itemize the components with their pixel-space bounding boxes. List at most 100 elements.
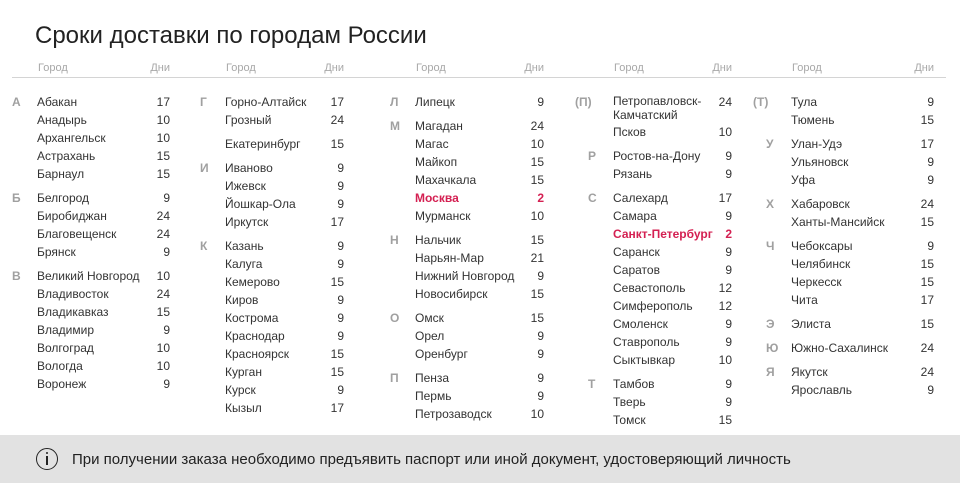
letter-group: Я Якутск 24 Ярославль 9 [766,363,934,399]
column-header: Город Дни [200,62,344,78]
city-row: Томск 15 [588,411,732,429]
city-name: Кострома [225,311,279,325]
delivery-days: 24 [156,209,170,223]
delivery-days: 17 [330,215,344,229]
city-row: Краснодар 9 [200,327,344,345]
city-row-highlighted: Москва 2 [390,189,544,207]
delivery-days: 21 [530,251,544,265]
delivery-days: 9 [337,197,344,211]
city-row: Тверь 9 [588,393,732,411]
delivery-days: 24 [156,227,170,241]
city-row: Волгоград 10 [12,339,170,357]
delivery-days: 15 [920,275,934,289]
delivery-days: 9 [537,329,544,343]
city-name: Симферополь [613,299,693,313]
delivery-days: 9 [927,95,934,109]
delivery-days: 24 [330,113,344,127]
delivery-days: 15 [718,413,732,427]
column-header: Город Дни [766,62,934,78]
delivery-days: 15 [920,113,934,127]
city-header: Город [38,62,68,74]
city-row: Калуга 9 [200,255,344,273]
delivery-days: 15 [330,137,344,151]
city-row: Салехард 17 [588,189,732,207]
city-name: Ярославль [791,383,853,397]
group-letter: М [390,119,400,133]
city-name: Ханты-Мансийск [791,215,885,229]
city-row: Анадырь 10 [12,111,170,129]
city-row: Севастополь 12 [588,279,732,297]
city-name: Тамбов [613,377,655,391]
letter-group: У Улан-Удэ 17 Ульяновск 9 Уфа 9 [766,135,934,189]
delivery-days: 9 [337,329,344,343]
city-name: Владикавказ [37,305,109,319]
delivery-days: 24 [920,197,934,211]
delivery-days: 9 [725,335,732,349]
city-name: Саранск [613,245,660,259]
group-letter: Т [588,377,596,391]
delivery-days: 15 [530,155,544,169]
city-row: Омск 15 [390,309,544,327]
delivery-days: 15 [156,167,170,181]
city-name: Магадан [415,119,463,133]
delivery-days: 9 [927,239,934,253]
delivery-days: 9 [725,377,732,391]
city-name: Красноярск [225,347,290,361]
footer-text: При получении заказа необходимо предъяви… [72,451,791,468]
city-row: Киров 9 [200,291,344,309]
city-name: Салехард [613,191,668,205]
city-name: Уфа [791,173,816,187]
city-row: Элиста 15 [766,315,934,333]
letter-group: Р Ростов-на-Дону 9 Рязань 9 [588,147,732,183]
city-row: Рязань 9 [588,165,732,183]
city-name: Ульяновск [791,155,849,169]
group-letter: Х [766,197,775,211]
group-letter: П [390,371,399,385]
city-name: Севастополь [613,281,686,295]
delivery-days: 15 [330,275,344,289]
city-name: Курган [225,365,262,379]
delivery-days: 17 [330,401,344,415]
city-name: Чита [791,293,818,307]
city-row: Нарьян-Мар 21 [390,249,544,267]
days-header: Дни [712,62,732,74]
footer-notice: При получении заказа необходимо предъяви… [0,435,960,483]
days-header: Дни [324,62,344,74]
letter-group: А Абакан 17 Анадырь 10 Архангельск 10 Астрахань… [12,93,170,183]
city-row: Владивосток 24 [12,285,170,303]
delivery-days: 15 [530,173,544,187]
city-row: Биробиджан 24 [12,207,170,225]
city-row: Петрозаводск 10 [390,405,544,423]
group-letter: Р [588,149,597,163]
city-row: Махачкала 15 [390,171,544,189]
delivery-days: 10 [156,341,170,355]
city-row: Кызыл 17 [200,399,344,417]
city-row: Ханты-Мансийск 15 [766,213,934,231]
delivery-days: 17 [718,191,732,205]
delivery-days: 24 [718,95,732,109]
city-name: Хабаровск [791,197,850,211]
delivery-table: Город Дни А Абакан 17 Анадырь 10 Архангельск 10 А… [12,62,946,427]
city-name: Вологда [37,359,83,373]
city-row: Магадан 24 [390,117,544,135]
delivery-days: 9 [163,245,170,259]
letter-group: С Салехард 17 Самара 9 Санкт-Петербург 2 Саранс… [588,189,732,369]
city-row: Черкесск 15 [766,273,934,291]
letter-group: (П) Петропавловск-Камчатский 24 Псков 10 [575,93,732,141]
delivery-days: 9 [337,239,344,253]
city-name: Омск [415,311,444,325]
delivery-days: 9 [725,167,732,181]
city-row: Новосибирск 15 [390,285,544,303]
delivery-days: 10 [530,209,544,223]
delivery-days: 17 [156,95,170,109]
delivery-days: 24 [920,365,934,379]
group-letter: (П) [575,95,592,109]
city-name: Тюмень [791,113,835,127]
delivery-days: 12 [718,299,732,313]
delivery-days: 9 [337,179,344,193]
city-name: Брянск [37,245,76,259]
letter-group: Х Хабаровск 24 Ханты-Мансийск 15 [766,195,934,231]
city-header: Город [416,62,446,74]
city-name: Владивосток [37,287,109,301]
city-row: Пенза 9 [390,369,544,387]
